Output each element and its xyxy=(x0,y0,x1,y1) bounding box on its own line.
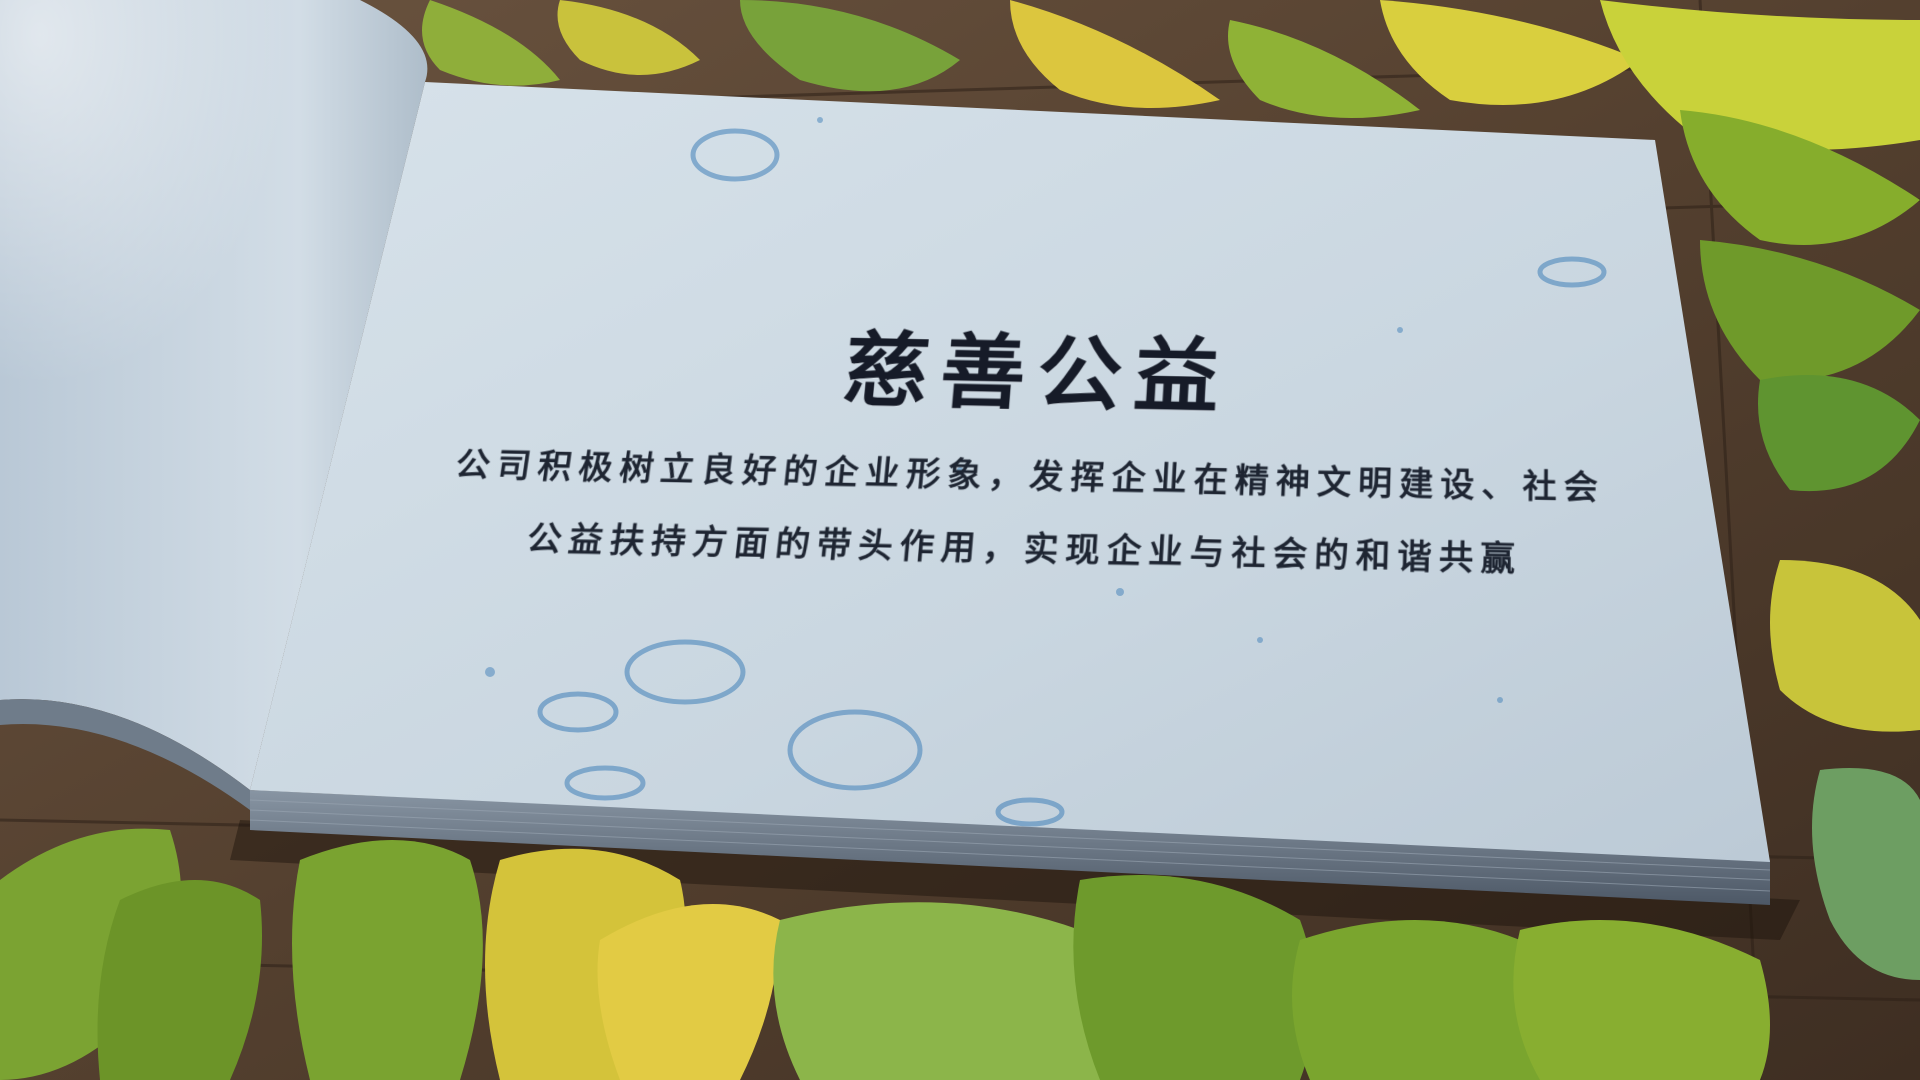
book-page-text: 慈善公益 公司积极树立良好的企业形象，发挥企业在精神文明建设、社会公益扶持方面的… xyxy=(367,260,1663,693)
page-title: 慈善公益 xyxy=(409,315,1660,434)
page-body-text: 公司积极树立良好的企业形象，发挥企业在精神文明建设、社会公益扶持方面的带头作用，… xyxy=(423,429,1622,598)
